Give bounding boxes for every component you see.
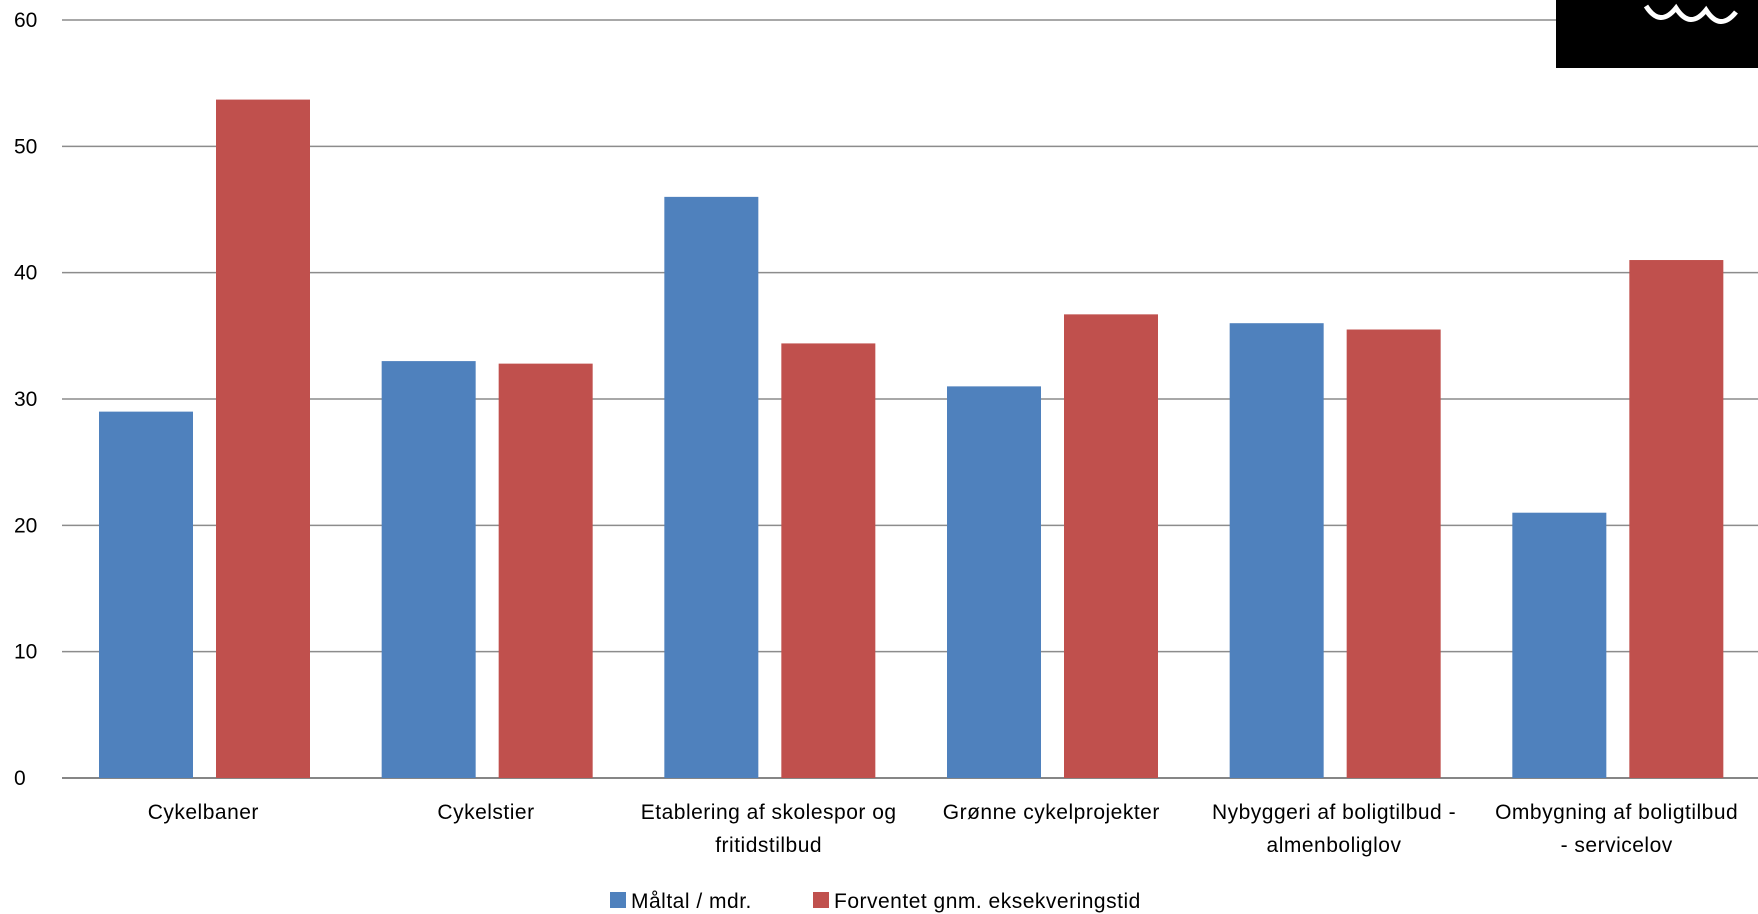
x-tick-label: Cykelbaner xyxy=(148,801,259,824)
bar xyxy=(1229,323,1324,778)
y-tick-label: 50 xyxy=(14,135,37,158)
x-tick-label: Nybyggeri af boligtilbud - xyxy=(1212,801,1456,824)
legend-swatch xyxy=(610,892,626,908)
logo-background xyxy=(1556,0,1758,68)
logo xyxy=(1556,0,1758,68)
bar xyxy=(1629,260,1724,778)
legend-label: Forventet gnm. eksekveringstid xyxy=(834,890,1141,913)
bar xyxy=(381,361,476,778)
y-tick-label: 40 xyxy=(14,262,37,285)
legend: Måltal / mdr. Forventet gnm. eksekverings… xyxy=(610,890,1141,913)
y-axis: 0 10 20 30 40 50 60 xyxy=(14,9,37,790)
x-tick-label: Grønne cykelprojekter xyxy=(943,801,1160,824)
bar xyxy=(1064,314,1158,778)
bars xyxy=(99,99,1724,779)
x-tick-label: almenboliglov xyxy=(1267,834,1402,857)
bar xyxy=(1512,512,1607,778)
bar xyxy=(664,196,759,778)
x-tick-label: Cykelstier xyxy=(437,801,534,824)
y-tick-label: 10 xyxy=(14,641,37,664)
bar xyxy=(498,363,593,778)
y-tick-label: 60 xyxy=(14,9,37,32)
x-tick-label: - servicelov xyxy=(1561,834,1673,857)
y-tick-label: 0 xyxy=(14,767,26,790)
legend-label: Måltal / mdr. xyxy=(631,890,752,913)
y-tick-label: 30 xyxy=(14,388,37,411)
bar xyxy=(947,386,1041,778)
x-tick-label: Ombygning af boligtilbud xyxy=(1495,801,1738,824)
legend-swatch xyxy=(813,892,829,908)
y-tick-label: 20 xyxy=(14,514,37,537)
x-tick-label: fritidstilbud xyxy=(715,834,822,857)
gridlines xyxy=(62,19,1758,779)
x-tick-label: Etablering af skolespor og xyxy=(641,801,897,824)
bar xyxy=(781,343,876,778)
x-axis: Cykelbaner Cykelstier Etablering af skoles… xyxy=(148,801,1738,857)
bar xyxy=(1346,329,1441,778)
bar xyxy=(216,99,310,779)
logo-wave-mark xyxy=(1643,3,1738,24)
bar xyxy=(99,411,193,778)
